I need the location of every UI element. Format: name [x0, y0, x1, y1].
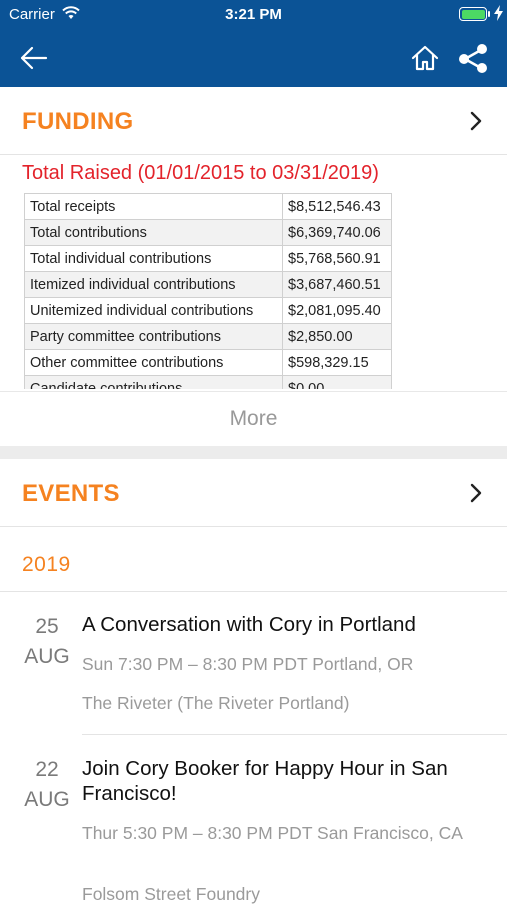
funding-row-value: $2,081,095.40	[282, 297, 392, 324]
event-time: Sun 7:30 PM – 8:30 PM PDT Portland, OR	[82, 654, 414, 674]
more-label: More	[229, 407, 278, 430]
year-header: 2019	[0, 527, 507, 592]
events-header[interactable]: EVENTS	[0, 459, 507, 527]
total-raised-title: Total Raised (01/01/2015 to 03/31/2019)	[22, 162, 379, 184]
event-venue: The Riveter (The Riveter Portland)	[82, 693, 350, 713]
status-bar: Carrier 3:21 PM	[0, 0, 507, 30]
carrier-label: Carrier	[9, 6, 55, 23]
status-time: 3:21 PM	[225, 6, 282, 23]
funding-row-label: Total receipts	[24, 193, 283, 220]
funding-row: Total receipts $8,512,546.43	[24, 193, 392, 220]
battery-icon	[459, 7, 487, 21]
event-month: AUG	[24, 788, 70, 811]
chevron-right-icon[interactable]	[466, 481, 486, 505]
funding-row-label: Total individual contributions	[24, 245, 283, 272]
funding-row: Candidate contributions $0.00	[24, 375, 392, 389]
funding-row: Unitemized individual contributions $2,08…	[24, 297, 392, 324]
funding-row-value: $8,512,546.43	[282, 193, 392, 220]
funding-row: Other committee contributions $598,329.15	[24, 349, 392, 376]
funding-row-value: $3,687,460.51	[282, 271, 392, 298]
event-time: Thur 5:30 PM – 8:30 PM PDT San Francisco…	[82, 823, 463, 843]
event-item[interactable]: 25 AUG A Conversation with Cory in Portl…	[0, 593, 507, 736]
funding-row-value: $2,850.00	[282, 323, 392, 350]
funding-row-label: Other committee contributions	[24, 349, 283, 376]
funding-row-value: $5,768,560.91	[282, 245, 392, 272]
section-gap	[0, 446, 507, 459]
event-venue: Folsom Street Foundry	[82, 884, 260, 904]
funding-row: Itemized individual contributions $3,687,…	[24, 271, 392, 298]
funding-title: FUNDING	[22, 108, 134, 135]
funding-row: Party committee contributions $2,850.00	[24, 323, 392, 350]
event-item[interactable]: 22 AUG Join Cory Booker for Happy Hour i…	[0, 736, 507, 904]
funding-row-label: Candidate contributions	[24, 375, 283, 389]
funding-row: Total individual contributions $5,768,560…	[24, 245, 392, 272]
event-month: AUG	[24, 645, 70, 668]
funding-row-label: Party committee contributions	[24, 323, 283, 350]
funding-row-value: $6,369,740.06	[282, 219, 392, 246]
events-title: EVENTS	[22, 480, 120, 507]
funding-header[interactable]: FUNDING	[0, 87, 507, 155]
event-title: A Conversation with Cory in Portland	[82, 613, 416, 636]
chevron-right-icon[interactable]	[466, 109, 486, 133]
funding-row: Total contributions $6,369,740.06	[24, 219, 392, 246]
funding-row-label: Itemized individual contributions	[24, 271, 283, 298]
wifi-icon	[62, 6, 80, 25]
event-divider	[82, 734, 507, 735]
funding-row-label: Total contributions	[24, 219, 283, 246]
event-day: 22	[35, 758, 59, 781]
battery-tip	[488, 11, 490, 17]
event-day: 25	[35, 615, 59, 638]
charging-icon	[494, 5, 503, 26]
funding-row-value: $598,329.15	[282, 349, 392, 376]
home-icon[interactable]	[410, 43, 440, 73]
more-button[interactable]: More	[0, 391, 507, 446]
funding-table: Total receipts $8,512,546.43 Total contrib…	[24, 193, 392, 389]
nav-bar	[0, 30, 507, 87]
share-icon[interactable]	[456, 43, 490, 73]
battery-level	[461, 9, 485, 19]
funding-row-label: Unitemized individual contributions	[24, 297, 283, 324]
year-label: 2019	[22, 553, 71, 576]
back-arrow-icon[interactable]	[18, 44, 50, 72]
event-title: Join Cory Booker for Happy Hour in San F…	[82, 757, 448, 805]
funding-row-value: $0.00	[282, 375, 392, 389]
